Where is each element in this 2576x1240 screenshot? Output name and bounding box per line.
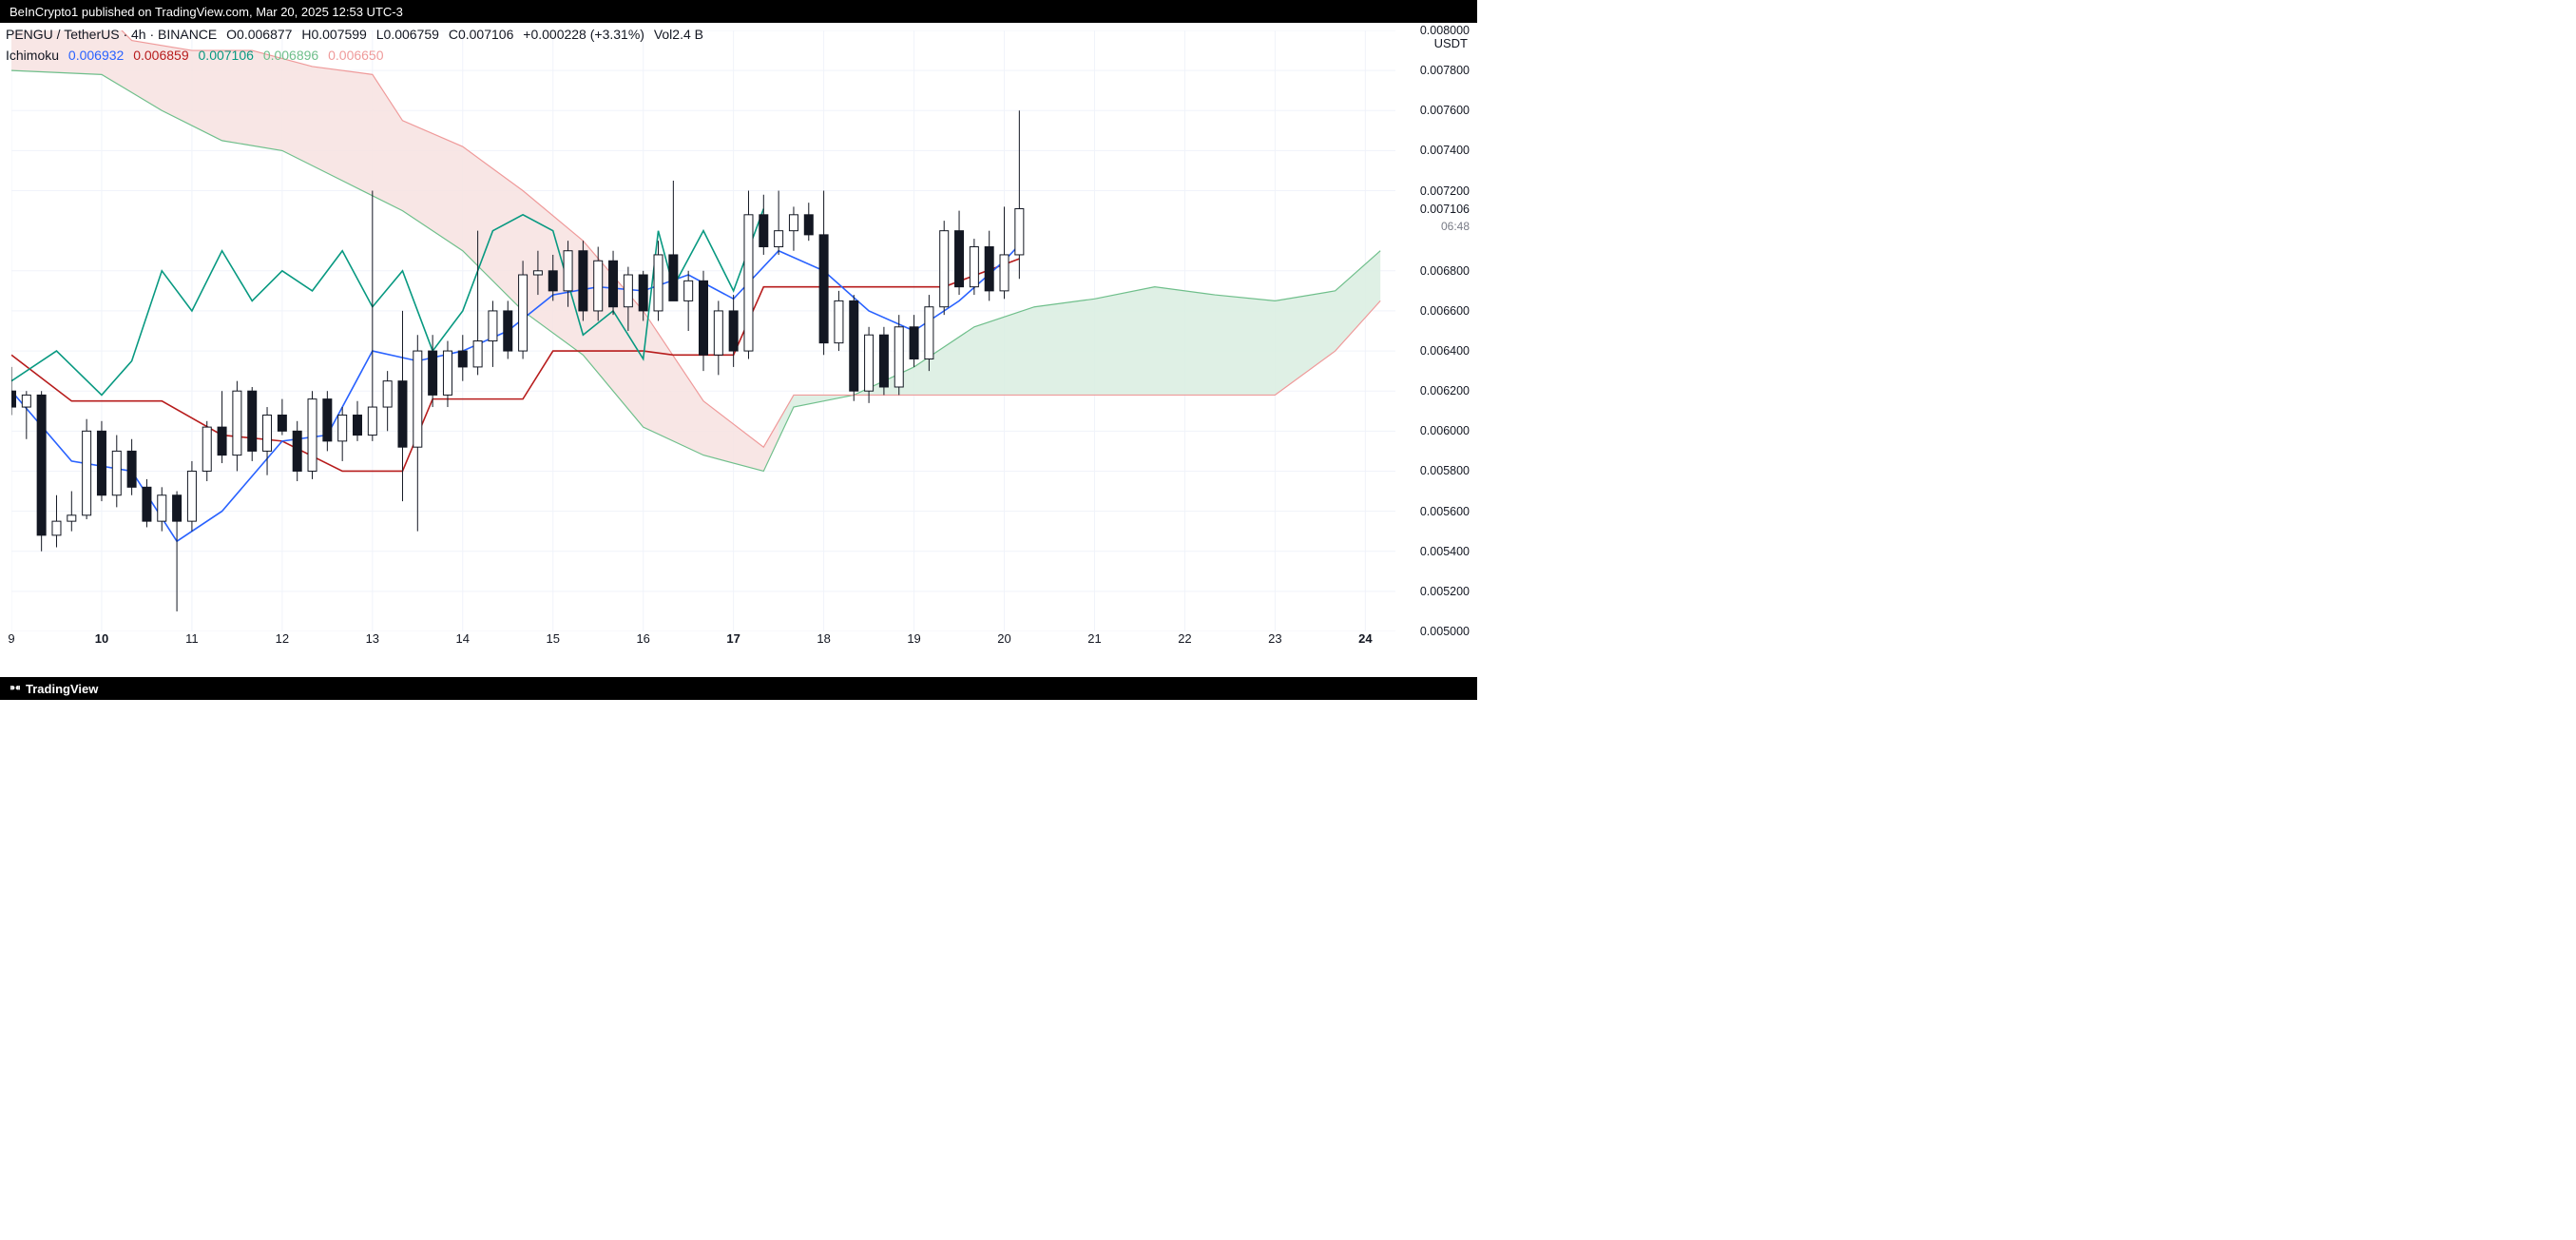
change-pct: (+3.31%)	[590, 27, 644, 42]
x-tick: 23	[1268, 631, 1281, 646]
x-tick: 16	[636, 631, 649, 646]
x-tick: 21	[1087, 631, 1101, 646]
x-tick: 11	[185, 631, 199, 646]
y-tick: 0.006800	[1420, 264, 1470, 278]
y-tick: 0.006200	[1420, 384, 1470, 397]
y-axis: USDT 0.0080000.0078000.0076000.0074000.0…	[1399, 30, 1477, 631]
high-val: 0.007599	[311, 27, 366, 42]
x-tick: 17	[726, 631, 740, 646]
ichimoku-v2: 0.006859	[133, 48, 188, 63]
x-tick: 9	[8, 631, 14, 646]
y-tick: 0.007600	[1420, 104, 1470, 117]
y-tick: 06:48	[1441, 220, 1470, 233]
symbol: PENGU / TetherUS · 4h · BINANCE	[6, 27, 217, 42]
plot-area[interactable]	[11, 30, 1395, 631]
vol-val: 2.4 B	[672, 27, 703, 42]
y-tick: 0.007106	[1420, 203, 1470, 216]
x-tick: 14	[456, 631, 470, 646]
x-tick: 12	[276, 631, 289, 646]
open-val: 0.006877	[237, 27, 292, 42]
indicator-row: Ichimoku 0.006932 0.006859 0.007106 0.00…	[6, 48, 390, 63]
ichimoku-v5: 0.006650	[328, 48, 383, 63]
change-abs: +0.000228	[523, 27, 586, 42]
close-val: 0.007106	[458, 27, 513, 42]
ichimoku-v1: 0.006932	[68, 48, 124, 63]
y-tick: 0.005400	[1420, 545, 1470, 558]
y-tick: 0.006600	[1420, 304, 1470, 318]
symbol-row: PENGU / TetherUS · 4h · BINANCE O0.00687…	[6, 27, 709, 42]
x-axis: 9 10 11 12 13 14 15 16 17 18 19 20 21 22 23 24	[11, 631, 1395, 654]
low-val: 0.006759	[384, 27, 439, 42]
x-tick: 18	[817, 631, 830, 646]
x-tick: 15	[547, 631, 560, 646]
ichimoku-v4: 0.006896	[263, 48, 318, 63]
publish-text: BeInCrypto1 published on TradingView.com…	[10, 5, 403, 19]
y-tick: 0.007800	[1420, 64, 1470, 77]
x-tick: 20	[997, 631, 1010, 646]
y-tick: 0.005800	[1420, 464, 1470, 477]
y-tick: 0.006400	[1420, 344, 1470, 358]
chart-container[interactable]: PENGU / TetherUS · 4h · BINANCE O0.00687…	[0, 23, 1477, 677]
indicator-name: Ichimoku	[6, 48, 59, 63]
x-tick: 22	[1178, 631, 1191, 646]
ichimoku-v3: 0.007106	[199, 48, 254, 63]
x-tick: 19	[907, 631, 920, 646]
y-tick: 0.008000	[1420, 24, 1470, 37]
brand-bar: ⁍⁌ TradingView	[0, 677, 1477, 700]
y-tick: 0.007400	[1420, 144, 1470, 157]
publish-caption: BeInCrypto1 published on TradingView.com…	[0, 0, 1477, 23]
y-tick: 0.007200	[1420, 184, 1470, 198]
x-tick: 10	[95, 631, 108, 646]
tradingview-logo-icon: ⁍⁌	[10, 681, 20, 696]
brand-text: TradingView	[26, 682, 98, 696]
y-axis-title: USDT	[1434, 36, 1468, 50]
y-tick: 0.005600	[1420, 505, 1470, 518]
y-tick: 0.005000	[1420, 625, 1470, 638]
x-tick: 24	[1358, 631, 1372, 646]
x-tick: 13	[366, 631, 379, 646]
y-tick: 0.006000	[1420, 424, 1470, 437]
y-tick: 0.005200	[1420, 585, 1470, 598]
